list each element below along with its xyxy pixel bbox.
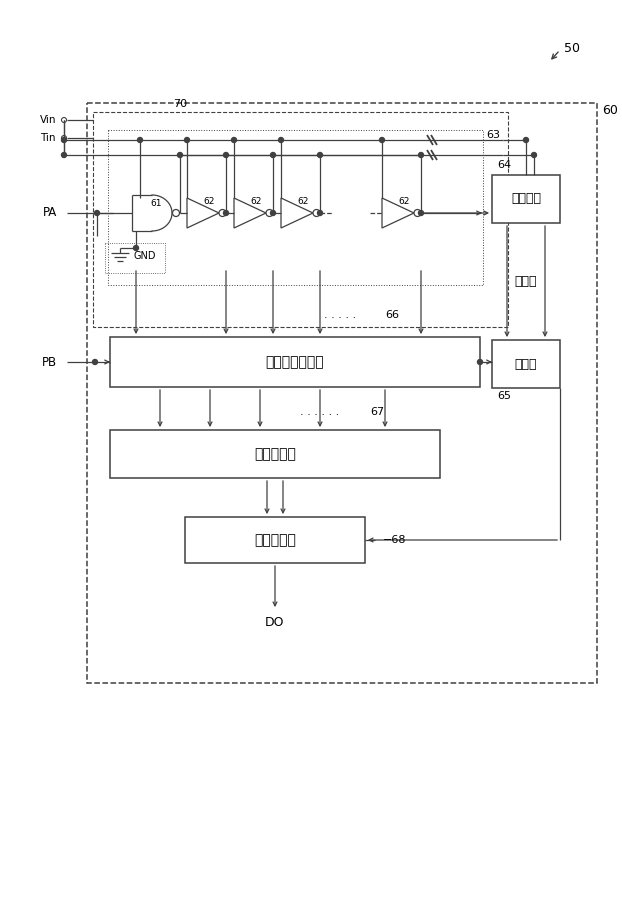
Circle shape xyxy=(414,209,421,216)
Circle shape xyxy=(134,245,139,251)
Text: 65: 65 xyxy=(497,391,511,401)
Circle shape xyxy=(172,209,180,216)
Text: 67: 67 xyxy=(370,407,384,417)
Text: ラッチ: ラッチ xyxy=(515,357,537,371)
Text: . . . . .: . . . . . xyxy=(324,310,356,320)
Text: 62: 62 xyxy=(398,197,410,206)
Circle shape xyxy=(317,153,322,157)
Circle shape xyxy=(62,153,67,157)
Circle shape xyxy=(62,137,67,143)
Text: 60: 60 xyxy=(602,104,618,118)
Bar xyxy=(110,430,440,478)
Text: 信号処理部: 信号処理部 xyxy=(254,533,296,547)
Circle shape xyxy=(317,210,322,216)
Bar xyxy=(105,243,165,273)
Text: 70: 70 xyxy=(173,99,187,109)
Circle shape xyxy=(271,210,276,216)
Text: Vin: Vin xyxy=(40,115,56,125)
Text: パルスセレクタ: パルスセレクタ xyxy=(266,355,324,369)
Bar xyxy=(492,175,560,223)
Circle shape xyxy=(95,210,100,216)
Text: . . . . . .: . . . . . . xyxy=(300,407,340,417)
Text: 50: 50 xyxy=(564,41,580,55)
Circle shape xyxy=(532,153,537,157)
Circle shape xyxy=(223,210,228,216)
Circle shape xyxy=(93,359,98,365)
Circle shape xyxy=(313,209,320,216)
Bar xyxy=(108,130,483,285)
Bar xyxy=(110,337,480,387)
Text: 62: 62 xyxy=(203,197,215,206)
Text: 62: 62 xyxy=(250,197,262,206)
Circle shape xyxy=(231,137,236,143)
Circle shape xyxy=(266,209,273,216)
Text: カウンタ: カウンタ xyxy=(511,192,541,206)
Text: 62: 62 xyxy=(297,197,309,206)
Bar xyxy=(87,103,597,683)
Text: Tin: Tin xyxy=(40,133,56,143)
Circle shape xyxy=(279,137,284,143)
Text: 63: 63 xyxy=(486,130,500,140)
Circle shape xyxy=(419,210,424,216)
Bar xyxy=(492,340,560,388)
Text: 64: 64 xyxy=(497,160,511,170)
Circle shape xyxy=(419,153,424,157)
Circle shape xyxy=(137,137,142,143)
Text: 61: 61 xyxy=(151,198,162,207)
Circle shape xyxy=(185,137,190,143)
Circle shape xyxy=(379,137,384,143)
Circle shape xyxy=(223,153,228,157)
Text: エンコーダ: エンコーダ xyxy=(254,447,296,461)
Circle shape xyxy=(478,359,483,365)
Text: −68: −68 xyxy=(383,535,407,545)
Text: ・・・: ・・・ xyxy=(515,275,537,288)
Text: PA: PA xyxy=(43,207,57,219)
Bar xyxy=(185,517,365,563)
Text: 66: 66 xyxy=(385,310,399,320)
Circle shape xyxy=(219,209,226,216)
Text: PB: PB xyxy=(42,356,57,368)
Bar xyxy=(93,112,508,327)
Circle shape xyxy=(524,137,529,143)
Circle shape xyxy=(271,153,276,157)
Text: DO: DO xyxy=(265,615,285,629)
Text: GND: GND xyxy=(133,251,156,261)
Circle shape xyxy=(177,153,182,157)
